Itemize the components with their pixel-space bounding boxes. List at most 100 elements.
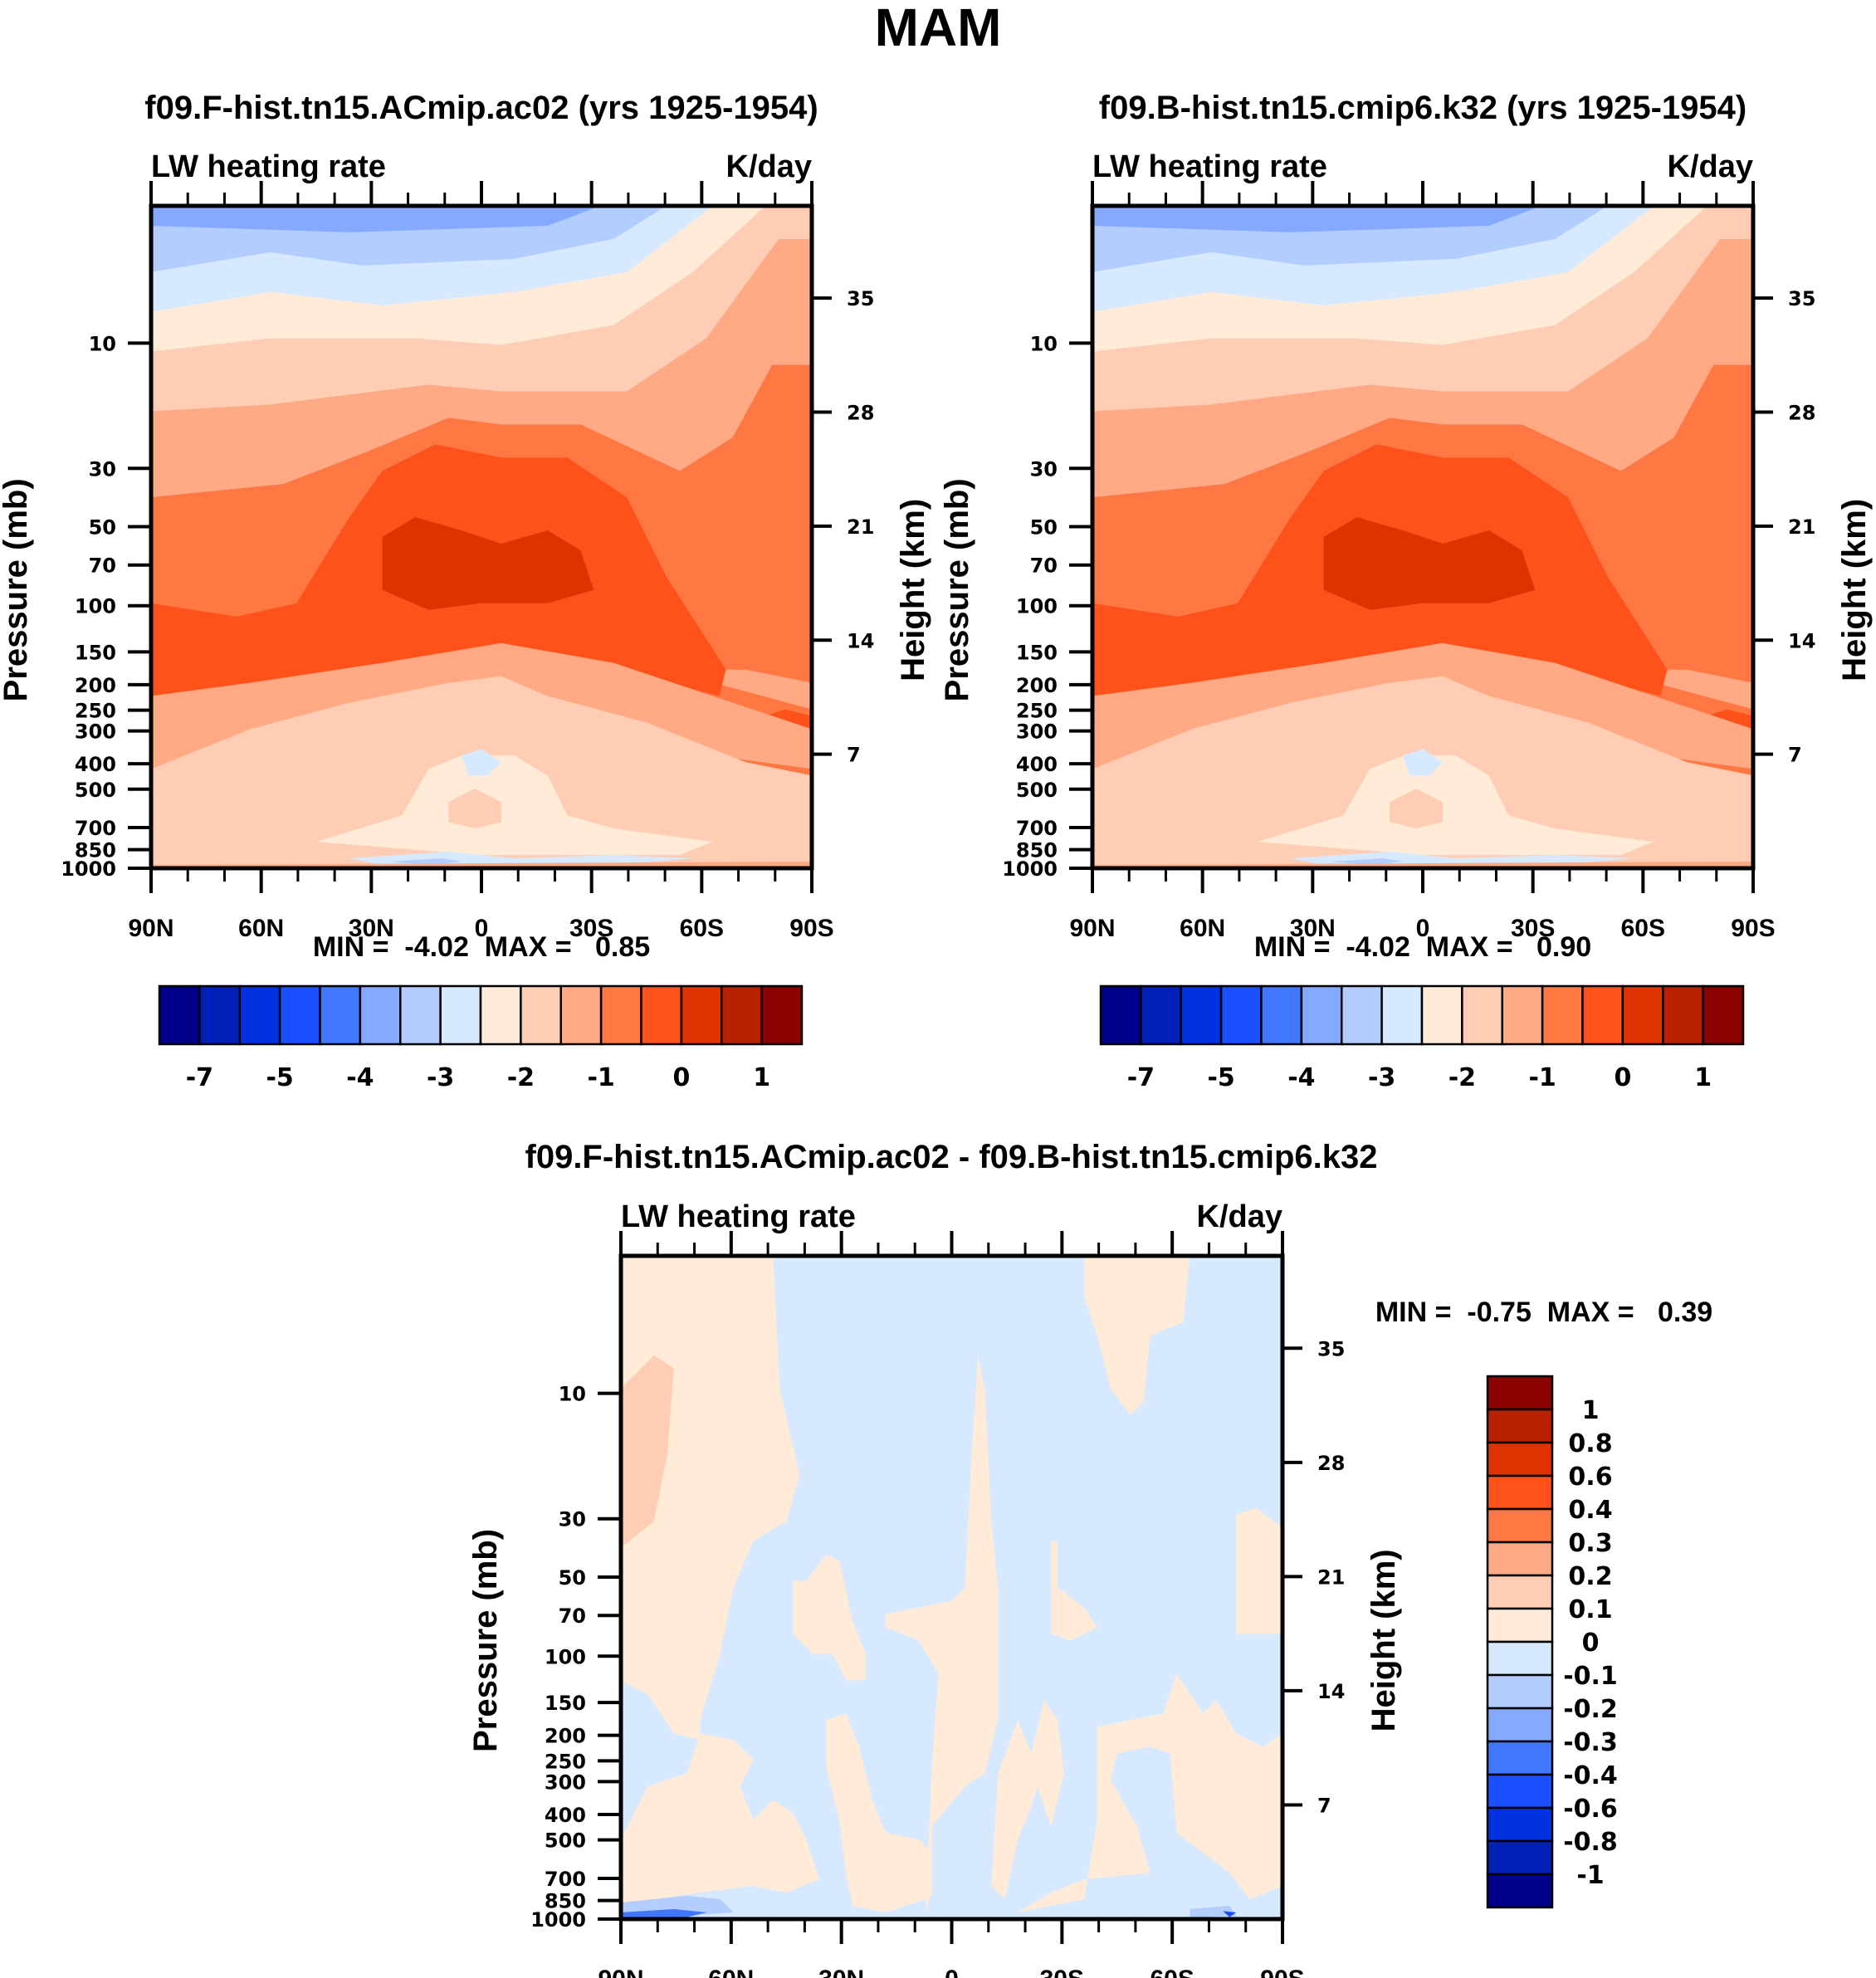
colorbar-label: -5 <box>266 1063 293 1092</box>
right-string: K/day <box>726 149 812 184</box>
x-tick-label: 60S <box>1621 915 1665 942</box>
y-tick-label: 700 <box>75 817 116 840</box>
colorbar-label: -0.4 <box>1563 1761 1618 1790</box>
y-tick-label: 1000 <box>530 1908 586 1932</box>
colorbar-box <box>1260 984 1303 1046</box>
colorbar-box <box>278 984 321 1046</box>
colorbar-box <box>1486 1673 1554 1710</box>
colorbar-box <box>1581 984 1624 1046</box>
colorbar-box <box>198 984 241 1046</box>
y-tick-label: 10 <box>1030 332 1058 355</box>
contour-region <box>382 517 594 610</box>
x-tick-label: 90S <box>789 915 833 942</box>
colorbar-label: 0 <box>1582 1629 1600 1658</box>
y-tick-label: 10 <box>559 1383 586 1406</box>
y-tick-label: 70 <box>89 554 116 578</box>
colorbar-box <box>1380 984 1424 1046</box>
colorbar-box <box>1486 1806 1554 1843</box>
colorbar-box <box>238 984 281 1046</box>
colorbar-box <box>359 984 402 1046</box>
colorbar-box <box>559 984 603 1046</box>
stats-text: MIN = -0.75 MAX = 0.39 <box>1375 1297 1712 1328</box>
y-right-tick-label: 28 <box>1788 402 1815 425</box>
y-tick-label: 1000 <box>1002 857 1058 881</box>
stats-text: MIN = -4.02 MAX = 0.90 <box>1254 931 1591 963</box>
colorbar-label: 1 <box>753 1063 770 1092</box>
contour-region <box>1083 1256 1190 1415</box>
contour-region <box>621 1909 707 1919</box>
colorbar-box <box>1486 1507 1554 1544</box>
colorbar-box <box>1486 1740 1554 1776</box>
panel-b-hist: f09.B-hist.tn15.cmip6.k32 (yrs 1925-1954… <box>939 90 1873 1092</box>
colorbar-label: -1 <box>587 1063 614 1092</box>
x-tick-label: 30S <box>569 915 613 942</box>
y-tick-label: 200 <box>1016 674 1058 697</box>
y-right-tick-label: 35 <box>847 287 874 310</box>
colorbar-box <box>1486 1707 1554 1743</box>
y-tick-label: 10 <box>89 332 116 355</box>
colorbar-box <box>1300 984 1343 1046</box>
colorbar-box <box>1420 984 1463 1046</box>
colorbar-label: 0.2 <box>1568 1562 1612 1591</box>
x-tick-label: 90S <box>1260 1966 1304 1978</box>
colorbar-label: -7 <box>186 1063 213 1092</box>
x-tick-label: 60N <box>238 915 284 942</box>
x-tick-label: 90S <box>1731 915 1775 942</box>
y-right-tick-label: 21 <box>1788 515 1815 539</box>
contour-field <box>151 206 812 868</box>
colorbar-label: -7 <box>1127 1063 1155 1092</box>
contour-region <box>1051 1541 1097 1641</box>
contour-region <box>793 1554 866 1681</box>
colorbar-box <box>1486 1375 1554 1411</box>
y-tick-label: 400 <box>545 1804 586 1827</box>
x-tick-label: 30N <box>818 1966 864 1978</box>
colorbar-box <box>1501 984 1544 1046</box>
colorbar-box <box>599 984 642 1046</box>
colorbar-label: -0.1 <box>1563 1662 1618 1691</box>
colorbar-label: -0.8 <box>1563 1828 1618 1857</box>
contour-region <box>1258 755 1654 855</box>
colorbar-box <box>1621 984 1664 1046</box>
y-tick-label: 700 <box>1016 817 1058 840</box>
x-tick-label: 30N <box>349 915 394 942</box>
colorbar-box <box>1099 984 1142 1046</box>
panel-title: f09.B-hist.tn15.cmip6.k32 (yrs 1925-1954… <box>1099 90 1747 126</box>
colorbar-box <box>1140 984 1182 1046</box>
y-tick-label: 500 <box>1016 779 1058 802</box>
left-string: LW heating rate <box>1092 149 1327 184</box>
colorbar-label: -2 <box>1449 1063 1476 1092</box>
x-tick-label: 60N <box>708 1966 754 1978</box>
colorbar-box <box>1486 1441 1554 1477</box>
x-tick-label: 60S <box>1150 1966 1194 1978</box>
contour-region <box>1236 1507 1282 1634</box>
colorbar-box <box>760 984 804 1046</box>
colorbar-label: 0.8 <box>1568 1429 1612 1458</box>
contour-region <box>1330 858 1404 865</box>
contour-region <box>388 858 462 865</box>
y-tick-label: 700 <box>545 1868 586 1891</box>
contour-region <box>621 1733 820 1906</box>
y-tick-label: 70 <box>559 1604 586 1628</box>
contour-region <box>1018 1673 1282 1912</box>
y-tick-label: 150 <box>545 1692 586 1715</box>
contour-band <box>1092 206 1753 232</box>
colorbar-box <box>319 984 362 1046</box>
x-tick-label: 30S <box>1040 1966 1084 1978</box>
left-string: LW heating rate <box>621 1199 856 1234</box>
y-tick-label: 30 <box>89 457 116 481</box>
y-axis-title: Pressure (mb) <box>0 478 34 701</box>
contour-region <box>765 709 812 730</box>
y-right-tick-label: 14 <box>1317 1680 1345 1703</box>
colorbar-box <box>1486 1839 1554 1876</box>
y-right-tick-label: 14 <box>1788 629 1815 652</box>
panel-difference: f09.F-hist.tn15.ACmip.ac02 - f09.B-hist.… <box>467 1139 1712 1978</box>
y-right-tick-label: 35 <box>1788 287 1815 310</box>
y-tick-label: 500 <box>545 1829 586 1853</box>
colorbar-box <box>721 984 763 1046</box>
y-tick-label: 400 <box>75 753 116 776</box>
colorbar-box <box>1461 984 1503 1046</box>
y-tick-label: 30 <box>1030 457 1058 481</box>
colorbar-label: -5 <box>1207 1063 1234 1092</box>
contour-region <box>885 1355 999 1912</box>
colorbar-label: -3 <box>1368 1063 1395 1092</box>
